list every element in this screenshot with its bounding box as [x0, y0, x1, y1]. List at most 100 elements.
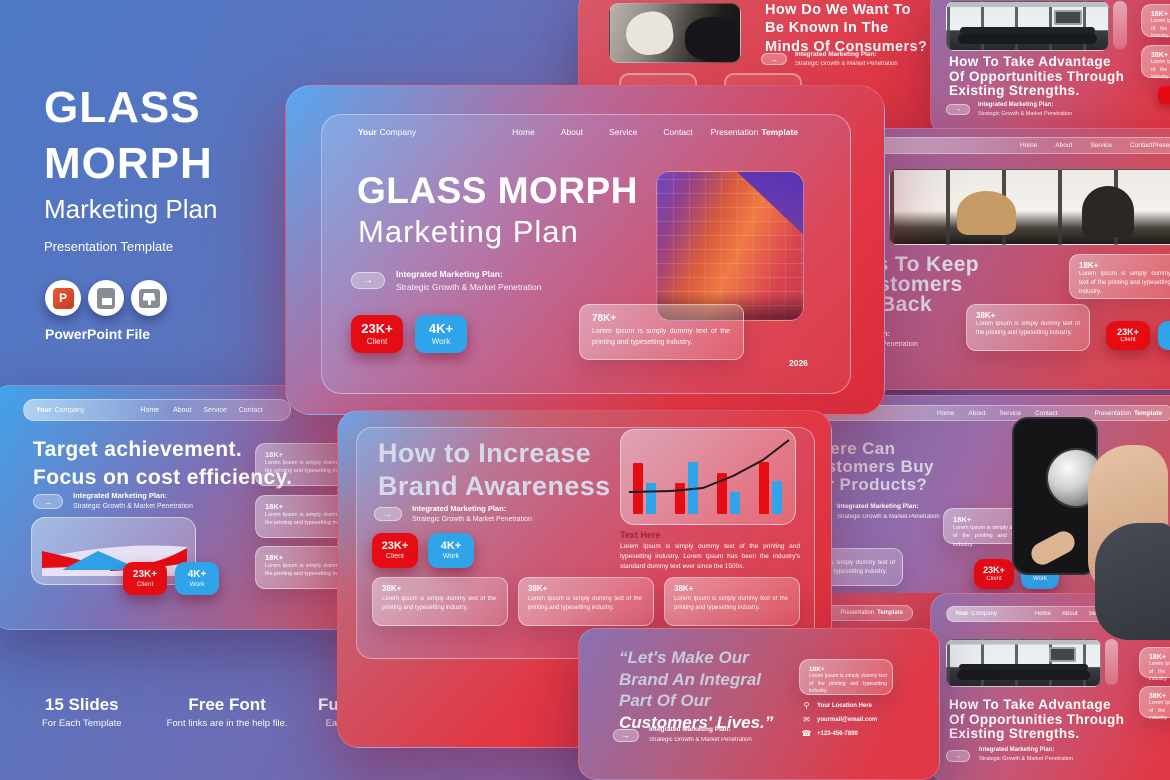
phone-text[interactable]: +123-456-7890 [817, 730, 858, 737]
slide-heading: Target achievement. Focus on cost effici… [33, 438, 293, 489]
client-badge: 23K+ Client [123, 562, 167, 595]
stat-card: 38K+ Lorem Ipsum is simply dummy text of… [518, 577, 654, 626]
nav-about[interactable]: About [968, 409, 986, 417]
company-label: Your Company [955, 611, 997, 617]
office-meeting-photo [946, 639, 1101, 687]
slide-heading: How To Take Advantage Of Opportunities T… [949, 697, 1125, 742]
nav-bar: Your Company Home About Service Contact [23, 399, 291, 421]
building-photo [656, 171, 804, 321]
plan-title: Integrated Marketing Plan: [978, 102, 1054, 108]
sleeve [1095, 523, 1170, 640]
arrow-right-icon: → [946, 104, 970, 115]
brand-title-line1: GLASS [44, 83, 201, 132]
client-badge: 23K+ Client [974, 559, 1014, 589]
body-paragraph: Lorem Ipsum is simply dummy text of the … [620, 543, 800, 571]
powerpoint-icon: P [45, 280, 81, 316]
slide-quote: “Let's Make Our Brand An Integral Part O… [578, 628, 940, 780]
nav-contact[interactable]: Contact [1035, 409, 1058, 417]
plan-title: Integrated Marketing Plan: [396, 269, 503, 279]
branding-block: GLASS MORPH Marketing Plan Presentation … [44, 80, 217, 254]
nav-about[interactable]: About [173, 406, 192, 414]
nav-home[interactable]: Home [1020, 142, 1038, 149]
work-badge: 4K+ Work [415, 315, 467, 353]
plan-subtitle: Strategic Growth & Market Penetration [978, 111, 1073, 117]
work-badge: 4K+ Work [428, 533, 474, 568]
plan-title: Integrated Marketing Plan: [837, 503, 919, 510]
nav-about[interactable]: About [1061, 611, 1078, 617]
stat-card: 78K+ Lorem Ipsum is simply dummy text of… [579, 304, 744, 360]
stat-card: 18K+ Lorem Ipsum is simply dummy text of… [1141, 4, 1170, 39]
stat-card: 18K+ Lorem Ipsum is simply dummy text of… [1139, 647, 1170, 682]
company-label: Your Company [36, 406, 85, 414]
bar-chart [628, 439, 790, 514]
main-subtitle: Marketing Plan [358, 214, 579, 249]
stat-card: 38K+ Lorem Ipsum is simply dummy text of… [1141, 45, 1170, 80]
phone-icon: ☎ [801, 729, 812, 738]
nav-contact[interactable]: Contact [1130, 142, 1153, 149]
client-badge: 23K+ Client [1106, 321, 1150, 350]
slide-main: Your Company Home About Service Contact P… [285, 85, 885, 415]
company-label: Your Company [358, 127, 417, 137]
client-badge: 23K+ Client [351, 315, 403, 353]
email-row: ✉ yourmail@email.com [801, 715, 877, 724]
plan-title: Integrated Marketing Plan: [412, 504, 507, 513]
plan-title: Integrated Marketing Plan: [979, 747, 1055, 753]
email-text[interactable]: yourmail@email.com [817, 716, 878, 723]
google-slides-icon [88, 280, 124, 316]
stat-card: 38K+ Lorem Ipsum is simply dummy text of… [372, 577, 508, 626]
arrow-right-icon: → [613, 729, 639, 742]
nav-service[interactable]: Service [1090, 142, 1113, 149]
slide-heading: How To Take Advantage Of Opportunities T… [949, 54, 1125, 99]
slide-heading: How Do We Want To Be Known In The Minds … [765, 2, 928, 55]
stat-card: 38K+ Lorem Ipsum is simply dummy text of… [966, 304, 1090, 351]
slide-advantage-top: How To Take Advantage Of Opportunities T… [930, 0, 1170, 135]
quote-text: “Let's Make Our Brand An Integral Part O… [619, 648, 774, 732]
work-badge: 4K+ Work [175, 562, 219, 595]
nav-about[interactable]: About [1055, 142, 1073, 149]
handshake-photo [609, 3, 741, 63]
keynote-icon [131, 280, 167, 316]
phone-row: ☎ +123-456-7890 [801, 729, 858, 738]
file-type-label: PowerPoint File [45, 326, 151, 342]
nav-home[interactable]: Home [937, 409, 955, 417]
stat-card: 18K+ Lorem Ipsum is simply dummy text of… [799, 659, 893, 695]
nav-home[interactable]: Home [512, 127, 535, 137]
email-icon: ✉ [803, 715, 810, 724]
nav-contact[interactable]: Contact [663, 127, 693, 137]
office-women-photo [889, 169, 1170, 245]
brand-subtitle: Marketing Plan [44, 194, 218, 224]
nav-home[interactable]: Home [140, 406, 160, 414]
arrow-right-icon: → [946, 750, 970, 762]
plan-title: Integrated Marketing Plan: [795, 51, 877, 58]
template-pill-fragment: Presentation Template [818, 605, 913, 621]
decor-pill [1113, 1, 1127, 49]
stat-card: 38K+ Lorem Ipsum is simply dummy text of… [1139, 686, 1170, 721]
brand-title-line2: MORPH [44, 139, 213, 188]
nav-contact[interactable]: Contact [238, 406, 263, 414]
feature-item: 15 Slides For Each Template [42, 695, 122, 729]
plan-subtitle: Strategic Growth & Market Penetration [837, 514, 940, 520]
year-label: 2026 [789, 358, 808, 368]
text-here-label: Text Here [620, 530, 661, 540]
plan-title: Integrated Marketing Plan: [649, 726, 731, 733]
nav-service[interactable]: Service [609, 127, 638, 137]
red-button-fragment[interactable] [1158, 86, 1170, 104]
area-chart [42, 545, 187, 576]
nav-service[interactable]: Service [999, 409, 1022, 417]
phone-in-hand-photo [1000, 405, 1170, 640]
decor-pill [1105, 639, 1118, 685]
brand-tagline: Presentation Template [44, 239, 174, 254]
nav-service[interactable]: Service [203, 406, 227, 414]
nav-home[interactable]: Home [1034, 611, 1051, 617]
arrow-right-icon: → [351, 272, 385, 289]
plan-subtitle: Strategic Growth & Market Penetration [795, 61, 898, 67]
main-title: GLASS MORPH [357, 170, 638, 211]
nav-about[interactable]: About [560, 127, 584, 137]
stat-card: 38K+ Lorem Ipsum is simply dummy text of… [664, 577, 800, 626]
bar-chart-card [620, 429, 796, 525]
nav-bar: Home About Service Contact PresentationT… [801, 137, 1170, 154]
